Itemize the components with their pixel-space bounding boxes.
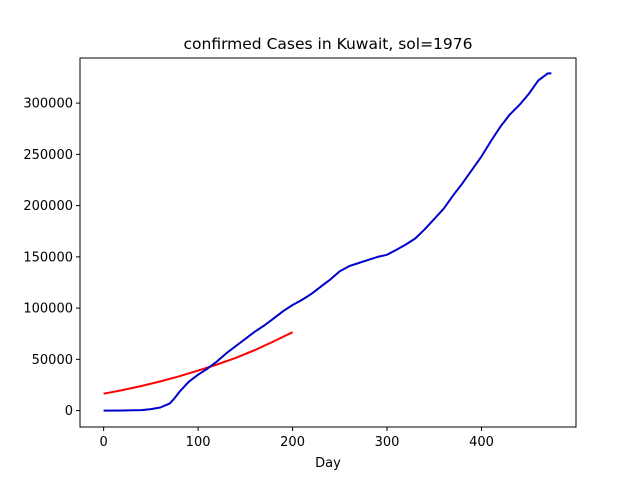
y-tick-label: 200000 — [23, 199, 73, 214]
series-line-0 — [103, 331, 294, 395]
series-layer — [103, 72, 552, 412]
x-tick-label: 300 — [375, 435, 400, 450]
y-tick-label: 250000 — [23, 148, 73, 163]
y-tick-label: 300000 — [23, 97, 73, 112]
x-axis-ticks: 0 100 200 300 400 — [99, 427, 494, 450]
series-line-1 — [103, 72, 552, 412]
x-tick-label: 200 — [280, 435, 305, 450]
y-tick-label: 50000 — [32, 353, 73, 368]
x-tick-label: 100 — [186, 435, 211, 450]
chart-title: confirmed Cases in Kuwait, sol=1976 — [183, 35, 472, 53]
y-tick-label: 0 — [65, 404, 73, 419]
y-axis-ticks: 0 50000 100000 150000 200000 250000 300000 — [23, 97, 80, 419]
y-tick-label: 150000 — [23, 250, 73, 265]
x-tick-label: 0 — [99, 435, 107, 450]
x-axis-label: Day — [315, 456, 341, 471]
y-tick-label: 100000 — [23, 302, 73, 317]
x-tick-label: 400 — [469, 435, 494, 450]
plot-frame — [79, 57, 577, 428]
